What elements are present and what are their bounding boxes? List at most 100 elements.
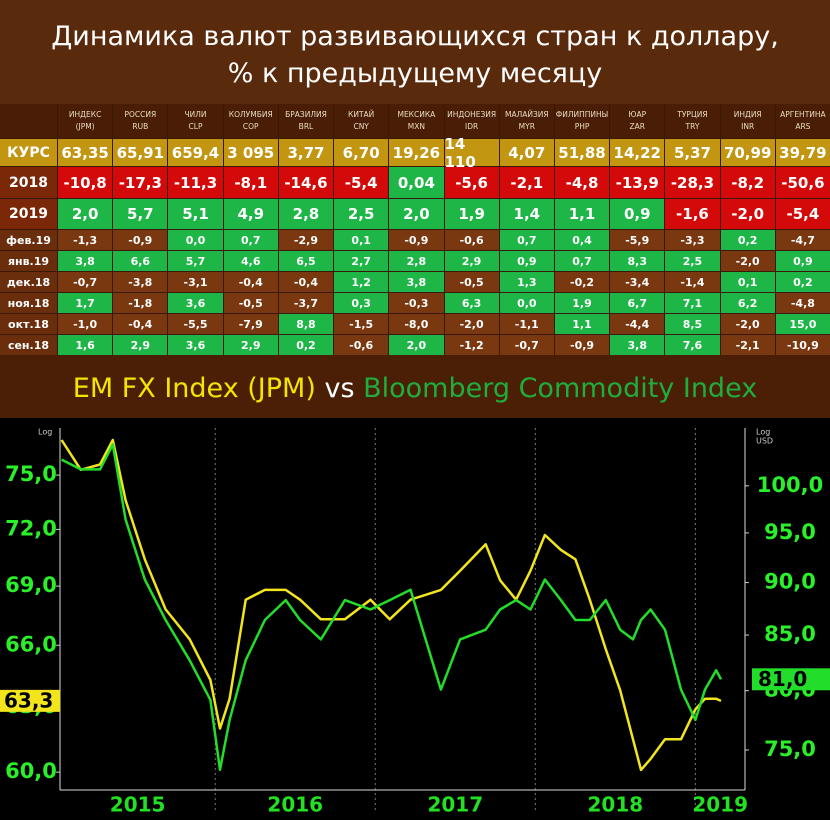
column-header: РОССИЯ RUB — [113, 104, 168, 138]
table-cell: 7,6 — [665, 335, 720, 355]
table-cell: 8,8 — [278, 314, 334, 334]
table-cell: 6,3 — [444, 293, 499, 313]
column-name: КОЛУМБИЯ — [228, 110, 273, 119]
column-header: КОЛУМБИЯ COP — [223, 104, 278, 138]
table-cell: 6,6 — [113, 251, 168, 271]
table-cell: -5,4 — [334, 167, 389, 198]
column-header: МАЛАЙЗИЯ MYR — [499, 104, 554, 138]
table-cell: 0,7 — [223, 230, 278, 250]
table-cell: -2,1 — [499, 167, 554, 198]
table-cell: 0,1 — [720, 272, 775, 292]
column-code: CLP — [188, 122, 203, 131]
y-tick-label: 75,0 — [5, 462, 57, 486]
table-cell: -0,4 — [223, 272, 278, 292]
table-cell: -0,5 — [444, 272, 499, 292]
column-code: RUB — [132, 122, 149, 131]
y-axis-label: Log — [38, 428, 52, 437]
y-tick-label: 66,0 — [5, 632, 57, 656]
table-cell: -2,0 — [720, 251, 775, 271]
column-name: МЕКСИКА — [397, 110, 436, 119]
row-label: янв.19 — [0, 251, 57, 271]
y2-tick-label: 90,0 — [764, 570, 816, 594]
table-cell: -0,3 — [389, 293, 444, 313]
column-header: КИТАЙ CNY — [334, 104, 389, 138]
table-cell: 3,6 — [168, 293, 223, 313]
table-cell: -7,9 — [223, 314, 278, 334]
table-cell: 1,1 — [554, 314, 610, 334]
y-tick-label: 60,0 — [5, 759, 57, 783]
table-cell: -0,5 — [223, 293, 278, 313]
table-cell: 1,6 — [58, 335, 113, 355]
table-cell: -2,0 — [720, 199, 775, 229]
table-cell: 2,9 — [444, 251, 499, 271]
table-cell: -2,9 — [278, 230, 334, 250]
table-cell: -1,6 — [665, 199, 720, 229]
table-cell: 4,07 — [499, 139, 554, 166]
table-cell: 5,7 — [113, 199, 168, 229]
table-cell: -4,7 — [775, 230, 830, 250]
column-code: CNY — [353, 122, 369, 131]
column-header: АРГЕНТИНА ARS — [775, 104, 830, 138]
table-cell: 8,5 — [665, 314, 720, 334]
table-cell: 3,8 — [389, 272, 444, 292]
column-name: ТУРЦИЯ — [677, 110, 708, 119]
table-cell: -4,8 — [775, 293, 830, 313]
table-cell: -5,9 — [610, 230, 665, 250]
column-code: MXN — [407, 122, 425, 131]
table-cell: -10,8 — [58, 167, 113, 198]
table-cell: -3,7 — [278, 293, 334, 313]
column-name: ИНДОНЕЗИЯ — [447, 110, 497, 119]
table-cell: -8,0 — [389, 314, 444, 334]
column-name: ЧИЛИ — [184, 110, 207, 119]
table-cell: -0,2 — [554, 272, 610, 292]
last-value-badge — [752, 668, 830, 691]
table-cell: 8,3 — [610, 251, 665, 271]
table-cell: -4,4 — [610, 314, 665, 334]
table-cell: 2,0 — [389, 335, 444, 355]
column-header: ФИЛИППИНЫ PHP — [554, 104, 610, 138]
legend-entry: Bloomberg Commodity Index — [363, 373, 758, 404]
column-name: ИНДЕКС — [68, 110, 102, 119]
table-cell: 0,9 — [775, 251, 830, 271]
column-name: ФИЛИППИНЫ — [555, 110, 609, 119]
column-code: ZAR — [629, 122, 645, 131]
table-cell: 1,1 — [554, 199, 610, 229]
table-cell: 4,6 — [223, 251, 278, 271]
row-label: фев.19 — [0, 230, 57, 250]
column-code: INR — [741, 122, 755, 131]
column-header: ЧИЛИ CLP — [168, 104, 223, 138]
table-cell: 1,9 — [444, 199, 499, 229]
column-code: MYR — [518, 122, 535, 131]
table-cell: 14,22 — [610, 139, 665, 166]
row-label: окт.18 — [0, 314, 57, 334]
x-tick-label: 2018 — [588, 793, 644, 817]
table-cell: 39,79 — [775, 139, 830, 166]
last-value-label: 81,0 — [758, 667, 807, 691]
table-cell: -5,5 — [168, 314, 223, 334]
table-cell: -3,1 — [168, 272, 223, 292]
table-cell: -2,1 — [720, 335, 775, 355]
table-cell: 0,7 — [499, 230, 554, 250]
table-cell: -14,6 — [278, 167, 334, 198]
column-name: КИТАЙ — [348, 110, 375, 119]
row-label: ноя.18 — [0, 293, 57, 313]
column-name: МАЛАЙЗИЯ — [505, 110, 549, 119]
table-cell: -5,6 — [444, 167, 499, 198]
row-label: сен.18 — [0, 335, 57, 355]
table-cell: 659,4 — [168, 139, 223, 166]
table-cell: 0,2 — [278, 335, 334, 355]
column-code: TRY — [685, 122, 700, 131]
column-header: МЕКСИКА MXN — [389, 104, 444, 138]
row-label: КУРС — [0, 139, 57, 166]
table-cell: 5,1 — [168, 199, 223, 229]
column-code: (JPM) — [75, 122, 95, 131]
table-cell: 5,7 — [168, 251, 223, 271]
table-cell: -0,9 — [389, 230, 444, 250]
table-cell: -1,0 — [58, 314, 113, 334]
table-cell: -0,9 — [554, 335, 610, 355]
series-line — [61, 443, 723, 772]
column-code: IDR — [465, 122, 479, 131]
table-cell: 3,8 — [58, 251, 113, 271]
title: Динамика валют развивающихся стран к дол… — [0, 0, 830, 104]
column-name: РОССИЯ — [124, 110, 157, 119]
